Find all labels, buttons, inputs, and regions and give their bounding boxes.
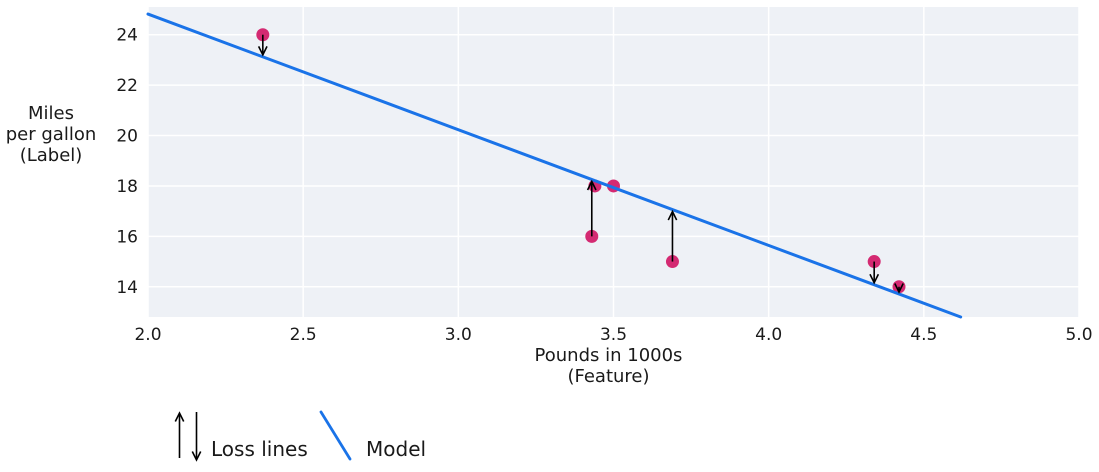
y-tick-label: 18 bbox=[116, 177, 138, 197]
y-axis-label-line: per gallon bbox=[6, 124, 97, 145]
x-tick-label: 3.0 bbox=[445, 325, 472, 345]
y-tick-label: 22 bbox=[116, 76, 138, 96]
x-tick-label: 2.5 bbox=[290, 325, 317, 345]
loss-arrow bbox=[257, 34, 268, 57]
y-axis-label-line: Miles bbox=[28, 103, 74, 124]
x-axis-label-line: Pounds in 1000s bbox=[535, 345, 683, 366]
x-tick-label: 5.0 bbox=[1065, 325, 1092, 345]
y-tick-label: 20 bbox=[116, 127, 138, 147]
x-tick-label: 2.0 bbox=[134, 325, 161, 345]
x-axis-label-line: (Feature) bbox=[567, 366, 649, 387]
legend-label-model: Model bbox=[366, 437, 426, 461]
x-tick-label: 4.5 bbox=[910, 325, 937, 345]
x-axis-label: Pounds in 1000s(Feature) bbox=[535, 345, 683, 387]
loss-arrow bbox=[869, 261, 880, 285]
x-tick-label: 4.0 bbox=[755, 325, 782, 345]
loss-arrow bbox=[586, 179, 597, 237]
y-tick-label: 24 bbox=[116, 26, 138, 46]
model-line-icon bbox=[319, 410, 352, 461]
loss-lines-arrows-icon bbox=[174, 411, 202, 462]
y-axis-label-line: (Label) bbox=[20, 145, 83, 166]
legend: Loss lines Model bbox=[174, 410, 426, 462]
loss-arrow bbox=[667, 209, 678, 262]
legend-label-loss-lines: Loss lines bbox=[211, 437, 308, 461]
x-tick-label: 3.5 bbox=[600, 325, 627, 345]
y-tick-label: 16 bbox=[116, 227, 138, 247]
model-line bbox=[146, 12, 963, 319]
loss-arrow bbox=[894, 283, 904, 294]
y-tick-label: 14 bbox=[116, 278, 138, 298]
